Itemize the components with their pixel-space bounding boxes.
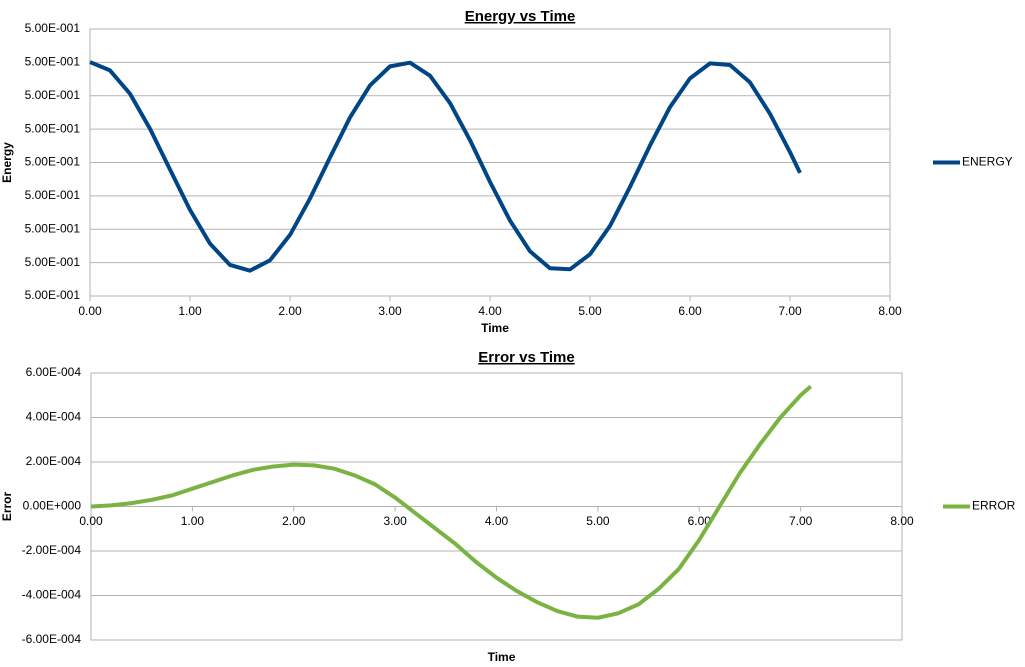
y-tick-label: 2.00E-004 [26,454,82,468]
x-axis-title: Time [481,321,509,335]
y-tick-label: 5.00E-001 [25,255,81,269]
data-line [89,60,802,273]
chart-title: Error vs Time [478,349,574,366]
x-tick-label: 0.00 [78,304,102,318]
y-tick-label: 5.00E-001 [25,288,81,302]
x-tick-label: 7.00 [778,304,802,318]
x-tick-label: 1.00 [181,514,205,528]
x-tick-label: 4.00 [478,304,502,318]
data-line [90,384,813,620]
x-tick-label: 4.00 [485,514,509,528]
chart-title: Energy vs Time [465,8,576,25]
y-tick-label: -4.00E-004 [22,588,82,602]
x-tick-label: 3.00 [383,514,407,528]
y-tick-label: -6.00E-004 [22,632,82,646]
y-tick-label: 5.00E-001 [25,188,81,202]
x-tick-label: 1.00 [178,304,202,318]
y-tick-label: 4.00E-004 [26,410,82,424]
x-tick-label: 6.00 [688,514,712,528]
x-tick-label: 0.00 [79,514,103,528]
y-tick-label: 6.00E-004 [26,365,82,379]
y-tick-label: 5.00E-001 [25,21,81,35]
x-axis-title: Time [488,650,516,664]
x-tick-label: 6.00 [678,304,702,318]
x-tick-label: 5.00 [586,514,610,528]
legend-label: ERROR [972,499,1016,513]
y-tick-label: 0.00E+000 [23,499,82,513]
x-tick-label: 2.00 [282,514,306,528]
legend-label: ENERGY [962,155,1013,169]
x-tick-label: 5.00 [578,304,602,318]
y-axis-title: Energy [0,142,14,183]
x-tick-label: 7.00 [789,514,813,528]
x-tick-label: 8.00 [890,514,914,528]
y-tick-label: 5.00E-001 [25,88,81,102]
y-tick-label: -2.00E-004 [22,543,82,557]
x-tick-label: 3.00 [378,304,402,318]
y-tick-label: 5.00E-001 [25,155,81,169]
y-axis-title: Error [0,491,14,521]
x-tick-label: 2.00 [278,304,302,318]
y-tick-label: 5.00E-001 [25,55,81,69]
y-tick-label: 5.00E-001 [25,221,81,235]
y-tick-label: 5.00E-001 [25,121,81,135]
x-tick-label: 8.00 [878,304,902,318]
